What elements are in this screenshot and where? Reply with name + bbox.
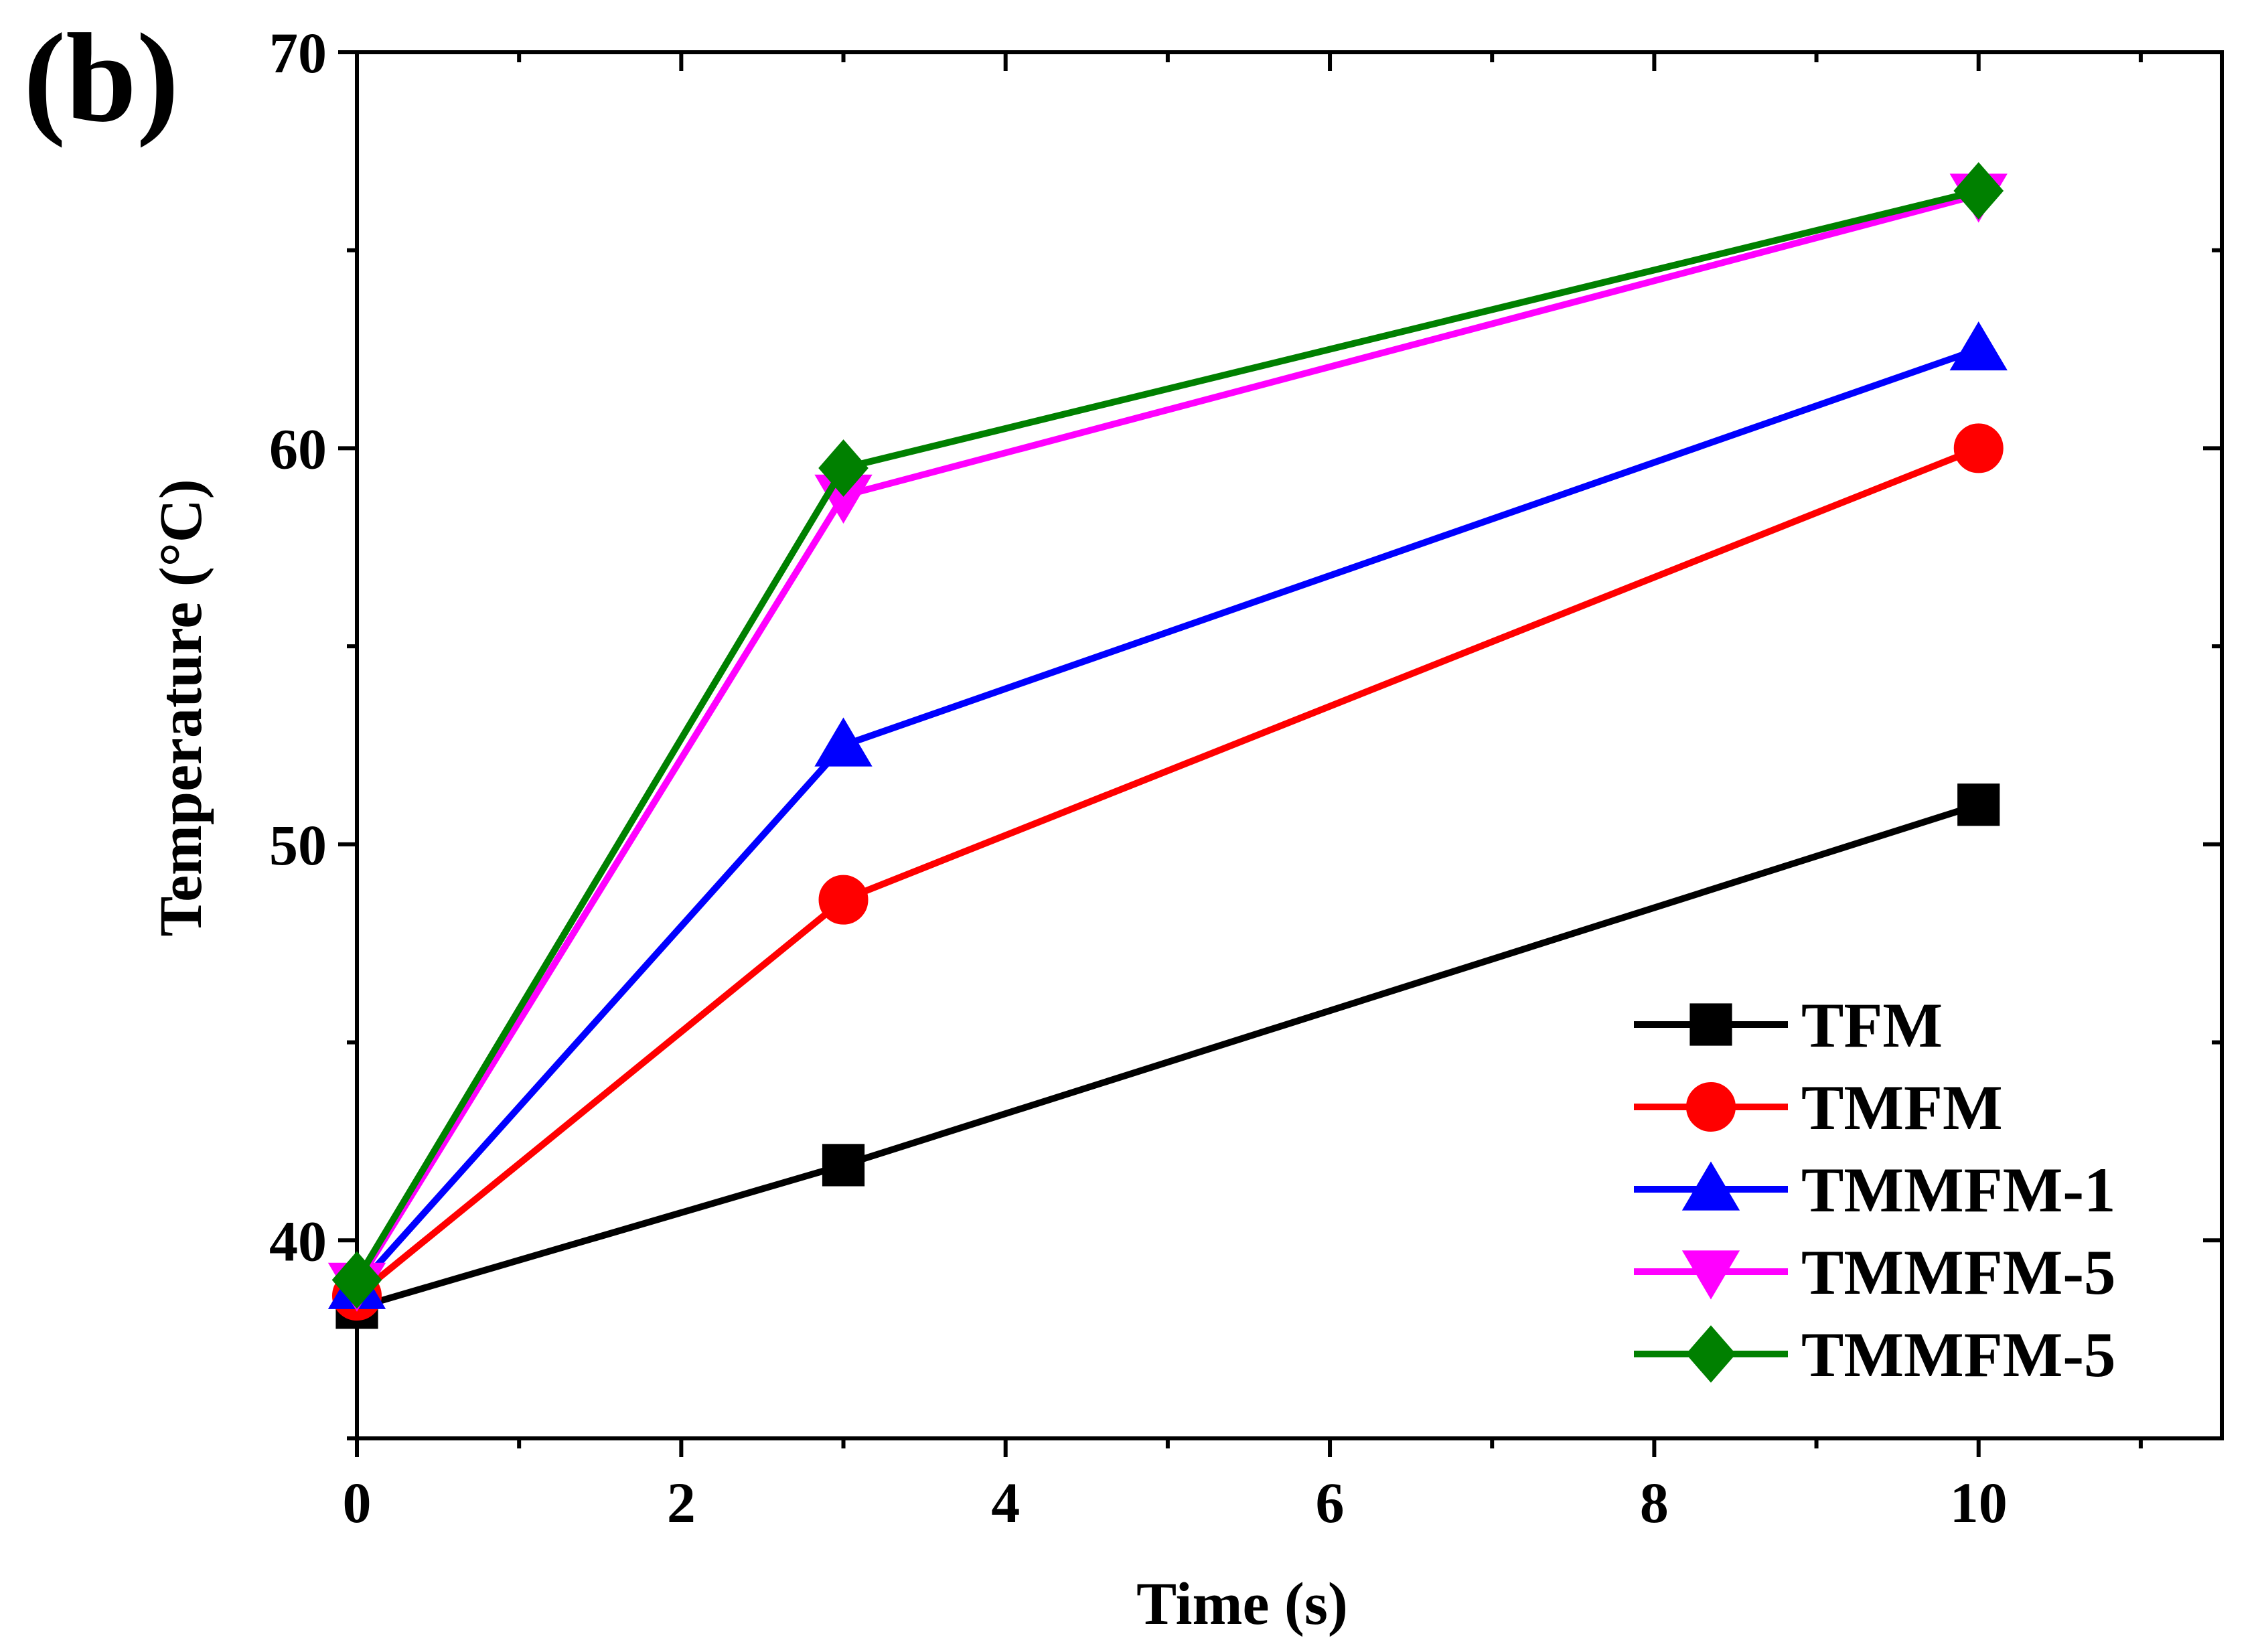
legend-label-1: TFM [1801, 990, 1943, 1061]
x-tick-label: 2 [667, 1471, 696, 1535]
legend-label-5: TMMFM-5 [1801, 1319, 2116, 1390]
legend-marker-5 [1685, 1325, 1736, 1383]
plot-area: 0 2 4 6 8 10 40 50 60 70 [269, 21, 2224, 1535]
legend-label-4: TMMFM-5 [1801, 1237, 2116, 1308]
data-point-series-3 [814, 717, 873, 767]
data-point-series-5 [818, 439, 869, 497]
data-point-series-3 [1949, 321, 2008, 371]
y-axis-title: Temperature (°C) [148, 479, 214, 936]
y-tick-label: 50 [269, 813, 327, 877]
data-point-series-2 [1953, 423, 2004, 473]
legend-marker-2 [1686, 1082, 1736, 1132]
y-tick-label: 70 [269, 21, 327, 85]
legend-label-3: TMMFM-1 [1801, 1154, 2116, 1225]
data-point-series-1 [822, 1144, 865, 1187]
legend: TFM TMFM TMMFM-1 TMMFM-5 TMMFM-5 [1634, 990, 2116, 1390]
x-tick-label: 8 [1640, 1471, 1669, 1535]
legend-marker-1 [1689, 1003, 1732, 1046]
data-point-series-5 [1953, 162, 2004, 220]
legend-marker-3 [1681, 1161, 1740, 1211]
x-tick-label: 6 [1316, 1471, 1345, 1535]
legend-label-2: TMFM [1801, 1072, 2003, 1143]
x-axis-title: Time (s) [1136, 1571, 1348, 1637]
axes-frame [355, 50, 2224, 1440]
series-line-5 [354, 187, 1979, 1282]
x-tick-label: 10 [1950, 1471, 2008, 1535]
data-point-series-5 [331, 1251, 382, 1309]
y-tick-label: 40 [269, 1209, 327, 1273]
y-tick-label: 60 [269, 417, 327, 481]
data-point-series-1 [1957, 783, 2000, 826]
series-line-4 [354, 192, 1980, 1286]
panel-label: (b) [23, 8, 179, 149]
series-line-3 [354, 346, 1980, 1290]
legend-marker-4 [1681, 1250, 1740, 1300]
x-tick-label: 4 [991, 1471, 1020, 1535]
x-tick-label: 0 [343, 1471, 372, 1535]
data-point-series-2 [818, 875, 869, 925]
